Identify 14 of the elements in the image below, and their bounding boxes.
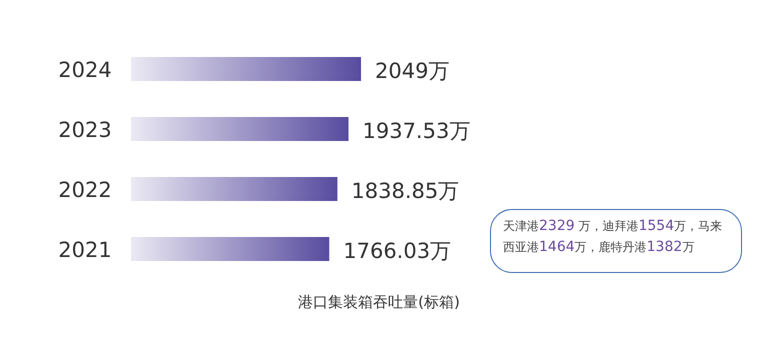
data-label: 1838.85万 (351, 179, 460, 203)
bar (131, 237, 330, 261)
data-label: 2049万 (375, 59, 450, 83)
bar (131, 117, 348, 141)
y-tick-label: 2022 (58, 178, 112, 202)
bar (131, 177, 338, 201)
y-tick-label: 2024 (58, 58, 112, 82)
x-axis-title: 港口集装箱吞吐量(标箱) (298, 293, 460, 311)
data-label: 1937.53万 (362, 119, 470, 143)
bar (131, 57, 361, 81)
text: 天津港2329 万，迪拜港1554万，马来西亚港1464万，鹿特丹港1382万 (503, 218, 722, 255)
y-tick-label: 2023 (58, 118, 112, 142)
y-tick-label: 2021 (58, 238, 112, 262)
data-label: 1766.03万 (343, 239, 452, 263)
